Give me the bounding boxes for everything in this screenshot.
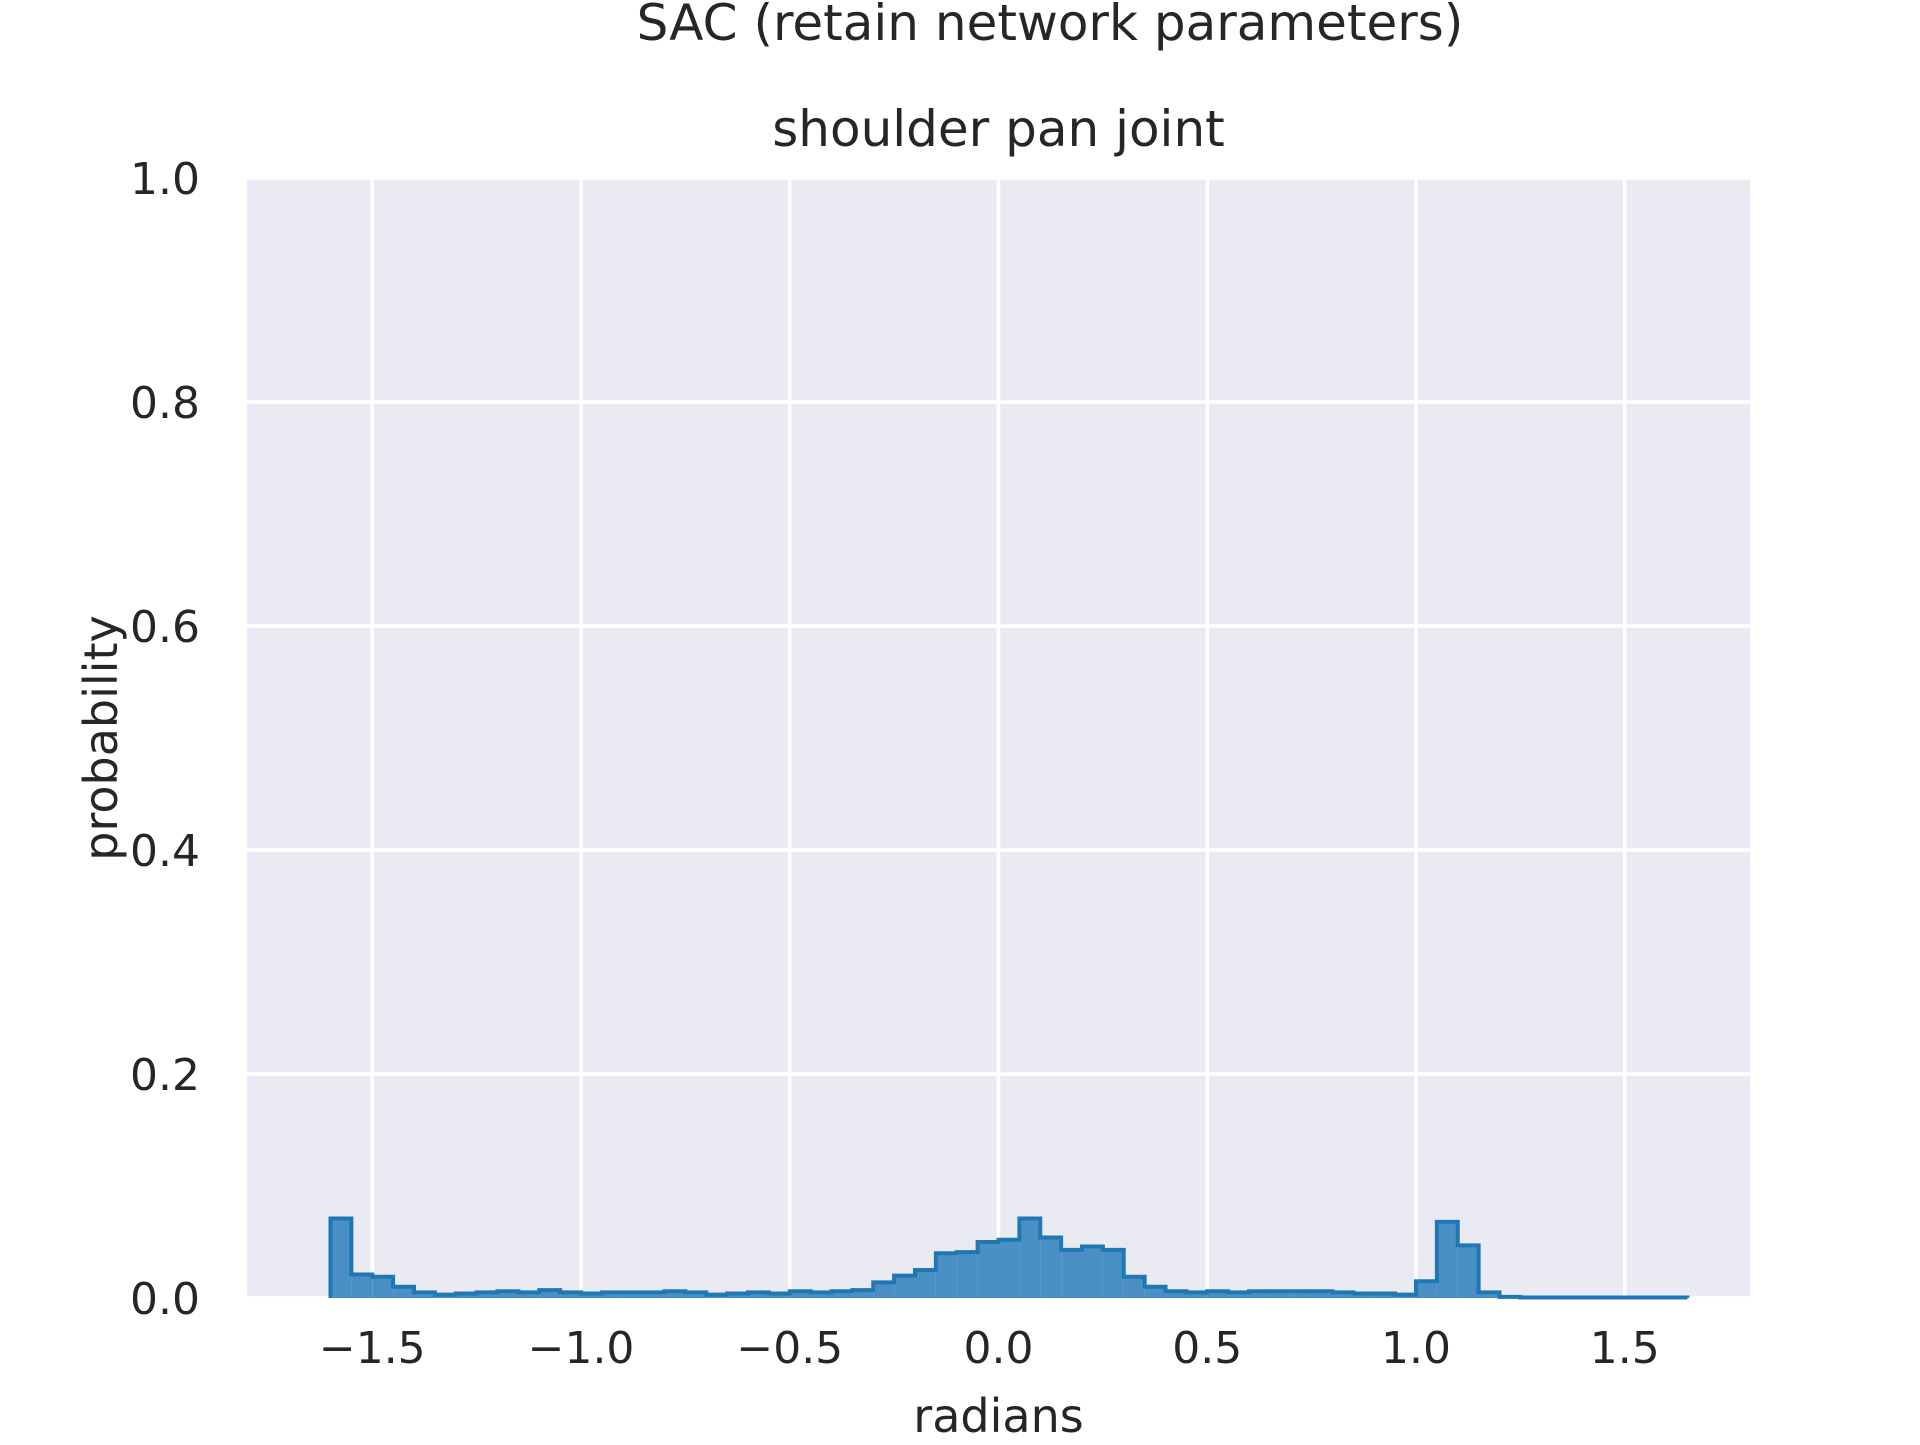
histogram-bar [852, 1290, 874, 1298]
histogram-bar [581, 1293, 602, 1298]
histogram-bar [476, 1292, 498, 1298]
histogram-bar [330, 1218, 352, 1298]
histogram-bar [1290, 1291, 1312, 1298]
histogram-bar [1019, 1218, 1041, 1298]
histogram-bar [1165, 1291, 1187, 1298]
histogram-bar [351, 1274, 373, 1298]
x-tick-label: 0.0 [964, 1323, 1034, 1374]
histogram-bar [1269, 1291, 1291, 1298]
x-tick-label: −0.5 [736, 1323, 843, 1374]
histogram-bar [372, 1276, 394, 1298]
histogram-bar [539, 1290, 561, 1298]
x-axis-label: radians [913, 1389, 1083, 1440]
histogram-bar [1228, 1292, 1249, 1298]
histogram-bar [935, 1253, 957, 1298]
histogram-bar [393, 1286, 414, 1298]
tick-labels: −1.5 −1.0 −0.5 0.0 0.5 1.0 1.5 0.0 0.2 0.4 0.6 0.8 1… [130, 154, 1660, 1374]
histogram-bar [768, 1293, 790, 1298]
histogram-bars [328, 1216, 1690, 1300]
histogram-bar [727, 1293, 748, 1298]
figure-suptitle: SAC (retain network parameters) [637, 0, 1464, 52]
histogram-bar [685, 1292, 707, 1298]
histogram-bar [1457, 1245, 1479, 1298]
x-tick-label: 1.5 [1590, 1323, 1660, 1374]
histogram-bar [956, 1252, 978, 1298]
histogram-bar [831, 1291, 853, 1298]
histogram-bar [414, 1292, 435, 1298]
histogram-bar [560, 1292, 581, 1298]
histogram-bar [873, 1282, 895, 1298]
histogram-bar [810, 1292, 832, 1298]
y-tick-label: 0.0 [130, 1274, 200, 1325]
histogram-bar [1061, 1249, 1082, 1298]
x-tick-label: 0.5 [1172, 1323, 1242, 1374]
x-tick-label: −1.5 [319, 1323, 426, 1374]
histogram-bar [915, 1270, 936, 1298]
histogram-bar [789, 1291, 811, 1298]
histogram-bar [1186, 1292, 1208, 1298]
y-axis-label: probability [74, 615, 128, 860]
y-tick-label: 0.2 [130, 1050, 200, 1101]
histogram-bar [622, 1292, 644, 1298]
x-tick-label: −1.0 [528, 1323, 635, 1374]
histogram-bar [998, 1239, 1020, 1298]
y-tick-label: 0.6 [130, 602, 200, 653]
histogram-bar [643, 1292, 665, 1298]
histogram-bar [1207, 1291, 1229, 1298]
histogram-bar [601, 1292, 623, 1298]
histogram-bar [1102, 1249, 1124, 1298]
histogram-bar [1436, 1221, 1458, 1298]
histogram-bar [455, 1293, 477, 1298]
y-tick-label: 0.8 [130, 378, 200, 429]
histogram-bar [518, 1292, 540, 1298]
histogram-bar [1144, 1286, 1166, 1298]
histogram-bar [1374, 1293, 1396, 1298]
y-tick-label: 0.4 [130, 826, 200, 877]
histogram-bar [1416, 1281, 1437, 1298]
histogram-bar [1040, 1237, 1062, 1298]
histogram-bar [1311, 1291, 1333, 1298]
histogram-bar [664, 1291, 686, 1298]
histogram-bar [748, 1292, 769, 1298]
histogram-bar [1353, 1293, 1375, 1298]
histogram-bar [1332, 1292, 1354, 1298]
histogram-bar [497, 1291, 519, 1298]
histogram-bar [1123, 1276, 1145, 1298]
y-tick-label: 1.0 [130, 154, 200, 205]
histogram-bar [1249, 1291, 1270, 1298]
histogram-bar [1478, 1292, 1500, 1298]
histogram-bar [977, 1242, 999, 1298]
histogram-bar [894, 1275, 915, 1298]
chart-title: shoulder pan joint [772, 100, 1225, 158]
histogram-bar [1082, 1246, 1103, 1298]
x-tick-label: 1.0 [1381, 1323, 1451, 1374]
histogram-step-outline [328, 1216, 1690, 1300]
